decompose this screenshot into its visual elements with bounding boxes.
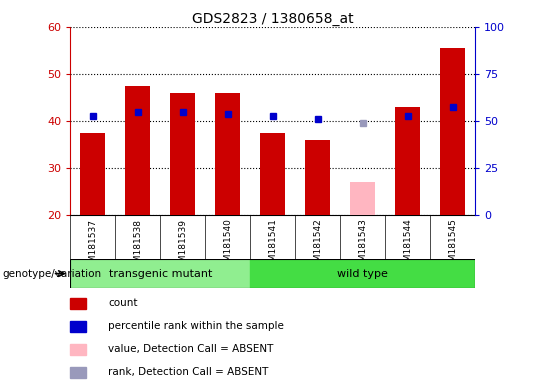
Text: GSM181538: GSM181538 xyxy=(133,218,142,273)
Bar xyxy=(305,140,330,215)
Bar xyxy=(215,93,240,215)
Title: GDS2823 / 1380658_at: GDS2823 / 1380658_at xyxy=(192,12,354,26)
Bar xyxy=(80,133,105,215)
Bar xyxy=(395,107,420,215)
Bar xyxy=(125,86,150,215)
Bar xyxy=(70,298,86,309)
Text: transgenic mutant: transgenic mutant xyxy=(109,268,212,279)
Bar xyxy=(170,93,195,215)
Text: GSM181543: GSM181543 xyxy=(358,218,367,273)
Bar xyxy=(350,182,375,215)
Bar xyxy=(440,48,465,215)
Text: GSM181541: GSM181541 xyxy=(268,218,277,273)
Bar xyxy=(70,259,250,288)
Bar xyxy=(70,321,86,332)
Text: wild type: wild type xyxy=(338,268,388,279)
Text: GSM181539: GSM181539 xyxy=(178,218,187,273)
Text: genotype/variation: genotype/variation xyxy=(3,268,102,279)
Bar xyxy=(70,367,86,378)
Text: rank, Detection Call = ABSENT: rank, Detection Call = ABSENT xyxy=(108,367,268,377)
Text: percentile rank within the sample: percentile rank within the sample xyxy=(108,321,284,331)
Bar xyxy=(70,344,86,355)
Bar xyxy=(250,259,475,288)
Text: GSM181537: GSM181537 xyxy=(88,218,97,273)
Text: GSM181544: GSM181544 xyxy=(403,218,412,273)
Bar xyxy=(260,133,285,215)
Text: count: count xyxy=(108,298,138,308)
Text: GSM181540: GSM181540 xyxy=(223,218,232,273)
Text: value, Detection Call = ABSENT: value, Detection Call = ABSENT xyxy=(108,344,273,354)
Text: GSM181542: GSM181542 xyxy=(313,218,322,273)
Text: GSM181545: GSM181545 xyxy=(448,218,457,273)
